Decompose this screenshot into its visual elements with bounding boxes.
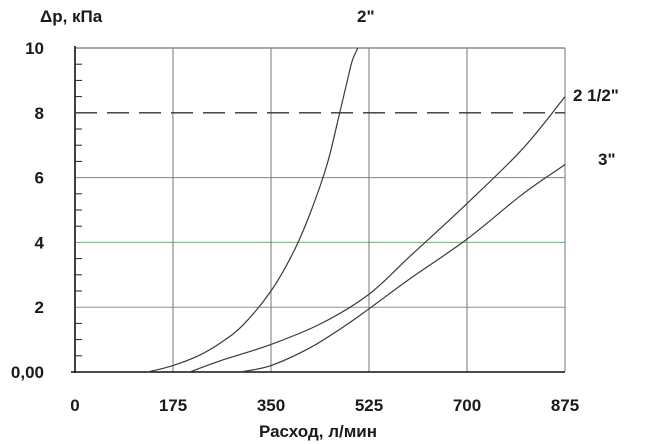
x-tick-label: 0 — [70, 396, 79, 415]
y-tick-labels: 0,00 2 4 6 8 10 — [11, 39, 45, 382]
y-axis-title: Δp, кПа — [40, 7, 103, 26]
y-tick-label: 10 — [25, 39, 44, 58]
series-lines — [147, 47, 566, 373]
series-label: 3" — [598, 150, 616, 169]
y-tick-label: 0,00 — [11, 363, 44, 382]
series-label: 2" — [357, 7, 375, 26]
y-tick-label: 2 — [35, 298, 44, 317]
series-line-1 — [147, 47, 359, 373]
x-axis-title: Расход, л/мин — [259, 422, 377, 441]
series-line-2 — [189, 96, 566, 373]
x-tick-label: 525 — [355, 396, 383, 415]
y-tick-label: 6 — [35, 169, 44, 188]
series-line-3 — [240, 164, 566, 373]
x-tick-label: 700 — [453, 396, 481, 415]
x-tick-label: 875 — [551, 396, 579, 415]
y-minor-ticks — [75, 63, 82, 357]
x-tick-label: 350 — [257, 396, 285, 415]
y-tick-label: 8 — [35, 104, 44, 123]
series-label: 2 1/2" — [573, 86, 619, 105]
y-tick-label: 4 — [35, 233, 45, 252]
x-tick-labels: 0 175 350 525 700 875 — [70, 396, 579, 415]
grid-lines — [75, 47, 566, 372]
series-labels: 2" 2 1/2" 3" — [357, 7, 619, 169]
x-tick-label: 175 — [159, 396, 187, 415]
